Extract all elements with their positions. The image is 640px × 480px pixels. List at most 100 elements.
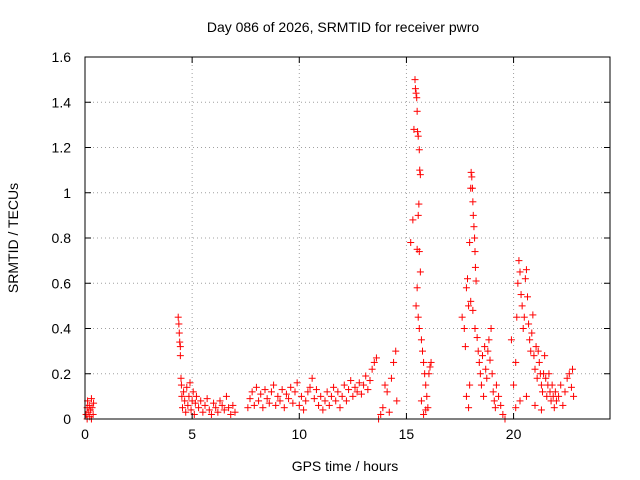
data-point	[336, 404, 344, 412]
data-point	[467, 168, 475, 176]
data-point	[490, 397, 498, 405]
data-point	[527, 347, 535, 355]
data-point	[473, 334, 481, 342]
y-tick-label: 1	[63, 185, 71, 201]
data-point	[550, 404, 558, 412]
data-point	[461, 343, 469, 351]
data-point	[205, 406, 213, 414]
data-point	[387, 374, 395, 382]
data-point	[469, 306, 477, 314]
data-point	[179, 404, 186, 412]
data-point	[471, 325, 479, 332]
data-point	[522, 392, 530, 400]
data-point	[182, 408, 190, 416]
data-point	[532, 343, 540, 351]
data-point	[475, 358, 483, 366]
data-point	[177, 374, 185, 382]
data-point	[357, 390, 365, 398]
x-tick-label: 0	[81, 426, 89, 442]
data-point	[486, 356, 494, 364]
data-point	[291, 388, 299, 396]
data-point	[87, 395, 95, 403]
data-point	[415, 200, 423, 208]
x-tick-label: 15	[399, 426, 415, 442]
data-point	[257, 390, 265, 398]
data-point	[411, 85, 419, 93]
data-point	[244, 404, 252, 412]
data-point	[270, 381, 278, 389]
data-point	[471, 248, 479, 256]
data-point	[379, 404, 387, 412]
y-tick-label: 1.4	[52, 94, 72, 110]
data-point	[407, 239, 415, 247]
data-point	[297, 392, 305, 400]
data-point	[177, 381, 185, 389]
data-point	[464, 275, 471, 283]
data-point	[563, 374, 571, 382]
data-point	[383, 388, 391, 396]
data-point	[516, 397, 524, 405]
data-point	[567, 383, 575, 391]
chart-title: Day 086 of 2026, SRMTID for receiver pwr…	[207, 19, 480, 35]
data-point	[462, 284, 470, 292]
data-point	[545, 370, 553, 378]
data-point	[390, 358, 398, 366]
data-point	[465, 404, 473, 412]
data-point	[479, 352, 486, 360]
data-point	[364, 386, 372, 394]
y-tick-label: 0.6	[52, 275, 72, 291]
data-point	[468, 184, 476, 192]
data-point	[535, 358, 543, 366]
data-point	[340, 381, 348, 389]
data-point	[524, 293, 531, 301]
y-tick-label: 1.2	[52, 140, 72, 156]
data-point	[293, 379, 301, 387]
data-point	[229, 401, 237, 409]
data-point	[507, 336, 515, 344]
data-point	[315, 401, 323, 409]
data-point	[414, 211, 422, 219]
data-point	[548, 381, 556, 389]
data-point	[557, 381, 565, 389]
data-point	[248, 388, 256, 396]
data-point	[480, 392, 488, 400]
data-point	[368, 365, 376, 373]
data-point	[323, 388, 331, 396]
x-tick-label: 10	[291, 426, 307, 442]
data-point	[526, 336, 534, 344]
data-point	[353, 388, 361, 396]
data-point	[416, 268, 424, 276]
data-point	[392, 347, 400, 355]
data-point	[414, 128, 422, 136]
data-point	[518, 302, 526, 310]
data-point	[414, 313, 422, 321]
data-point	[261, 386, 269, 394]
data-point	[246, 395, 254, 403]
data-point	[259, 404, 267, 412]
data-point	[272, 401, 280, 409]
data-point	[559, 401, 567, 409]
data-point	[263, 395, 271, 403]
data-point	[220, 406, 228, 414]
data-point	[218, 401, 226, 409]
data-point	[417, 397, 425, 405]
data-point	[321, 397, 329, 405]
data-point	[252, 383, 260, 391]
data-point	[541, 352, 549, 360]
data-point	[276, 397, 284, 405]
data-point	[466, 239, 474, 247]
data-point	[385, 408, 393, 416]
data-point	[393, 397, 401, 405]
data-point	[310, 395, 318, 403]
data-point	[325, 401, 333, 409]
data-point	[282, 390, 290, 398]
data-point	[304, 388, 312, 396]
data-point	[302, 397, 310, 405]
data-point	[417, 336, 425, 344]
data-point	[510, 381, 518, 389]
data-point	[351, 383, 359, 391]
data-point	[174, 313, 182, 321]
y-tick-label: 0.2	[52, 366, 72, 382]
data-point	[285, 395, 293, 403]
